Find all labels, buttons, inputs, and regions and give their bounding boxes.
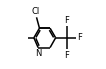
Text: F: F xyxy=(64,16,69,25)
Text: N: N xyxy=(36,49,42,58)
Text: Cl: Cl xyxy=(32,7,40,16)
Text: F: F xyxy=(64,51,69,60)
Text: F: F xyxy=(77,33,82,42)
